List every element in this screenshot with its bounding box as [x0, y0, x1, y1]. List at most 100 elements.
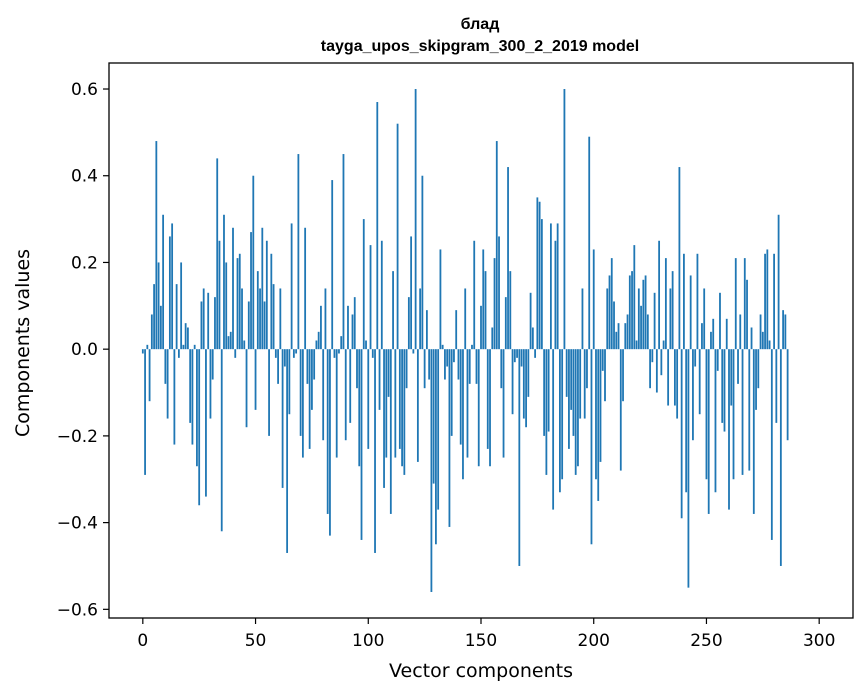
- bar-21: [189, 349, 192, 423]
- x-tick-label: 250: [690, 631, 722, 651]
- chart-title: блад: [461, 16, 500, 33]
- bar-270: [750, 327, 753, 350]
- bar-59: [274, 349, 277, 358]
- bar-60: [277, 349, 279, 384]
- bar-120: [412, 349, 415, 354]
- bar-178: [543, 349, 546, 436]
- bar-115: [401, 349, 403, 467]
- bar-189: [568, 349, 570, 449]
- bar-172: [529, 292, 532, 350]
- bar-48: [250, 232, 252, 350]
- bar-132: [439, 249, 442, 350]
- bar-127: [428, 349, 431, 380]
- bar-259: [725, 318, 728, 350]
- bar-244: [692, 349, 694, 441]
- bar-84: [331, 180, 334, 350]
- bar-140: [457, 349, 460, 380]
- bar-164: [511, 349, 514, 415]
- bar-255: [716, 349, 719, 371]
- bar-15: [175, 284, 178, 350]
- bar-281: [775, 349, 778, 423]
- bar-207: [608, 275, 611, 350]
- bar-283: [779, 349, 782, 566]
- bar-214: [624, 323, 627, 350]
- bar-119: [410, 236, 413, 350]
- bar-184: [556, 223, 559, 350]
- bar-250: [705, 349, 708, 480]
- bar-81: [324, 288, 327, 350]
- bar-190: [570, 349, 573, 410]
- bar-135: [446, 349, 449, 367]
- bar-103: [374, 349, 376, 553]
- bar-266: [741, 349, 744, 475]
- bar-226: [651, 349, 654, 363]
- bar-174: [534, 349, 537, 358]
- bar-234: [669, 288, 672, 350]
- bar-256: [719, 292, 721, 350]
- bar-55: [265, 240, 268, 350]
- bar-18: [182, 344, 185, 350]
- bar-167: [518, 349, 521, 566]
- bar-41: [234, 349, 237, 358]
- bar-245: [694, 349, 697, 367]
- bar-251: [707, 349, 710, 514]
- bar-217: [631, 271, 633, 350]
- bar-279: [770, 349, 773, 540]
- bar-205: [604, 349, 606, 402]
- x-tick-label: 300: [803, 631, 835, 651]
- bar-136: [448, 349, 451, 527]
- bar-193: [577, 349, 579, 467]
- bar-188: [565, 349, 568, 397]
- bar-273: [757, 349, 760, 389]
- bar-43: [238, 253, 241, 350]
- bar-91: [347, 305, 349, 350]
- bar-169: [522, 349, 525, 419]
- bar-280: [773, 253, 775, 350]
- bar-213: [622, 349, 624, 402]
- bar-110: [389, 349, 392, 514]
- bar-215: [626, 314, 629, 350]
- bar-130: [435, 349, 437, 545]
- bar-37: [225, 262, 228, 350]
- bar-114: [398, 349, 401, 449]
- bar-113: [396, 123, 399, 350]
- bar-216: [628, 275, 631, 350]
- bar-146: [471, 344, 473, 350]
- bar-246: [696, 253, 699, 350]
- bar-98: [362, 219, 365, 350]
- bar-209: [613, 301, 615, 350]
- bar-156: [493, 258, 496, 350]
- bar-4: [150, 314, 153, 350]
- bar-116: [403, 349, 406, 475]
- bar-230: [660, 349, 663, 376]
- bar-218: [633, 245, 636, 350]
- y-tick-label: −0.6: [57, 600, 98, 620]
- bar-125: [423, 349, 426, 389]
- bar-252: [710, 331, 712, 350]
- bar-75: [311, 349, 313, 410]
- bars-group: [141, 89, 789, 592]
- bar-68: [295, 349, 298, 354]
- bar-129: [432, 349, 435, 484]
- bar-33: [216, 158, 219, 350]
- bar-171: [527, 349, 530, 397]
- bar-278: [768, 340, 771, 350]
- bar-276: [764, 253, 766, 350]
- bar-203: [599, 349, 602, 462]
- bar-78: [317, 331, 320, 350]
- bar-124: [421, 175, 424, 350]
- bar-202: [597, 349, 600, 501]
- bar-274: [759, 314, 762, 350]
- y-tick-label: 0.2: [71, 253, 98, 273]
- bar-170: [525, 349, 527, 428]
- bar-222: [642, 279, 645, 350]
- bar-27: [202, 288, 205, 350]
- bar-101: [369, 245, 372, 350]
- bar-69: [297, 154, 300, 350]
- bar-83: [329, 349, 331, 536]
- x-axis-ticks: 0 50 100 150 200 250 300: [137, 618, 835, 651]
- bar-28: [205, 349, 207, 497]
- bar-253: [712, 318, 715, 350]
- bar-31: [211, 349, 214, 380]
- bar-243: [689, 275, 692, 350]
